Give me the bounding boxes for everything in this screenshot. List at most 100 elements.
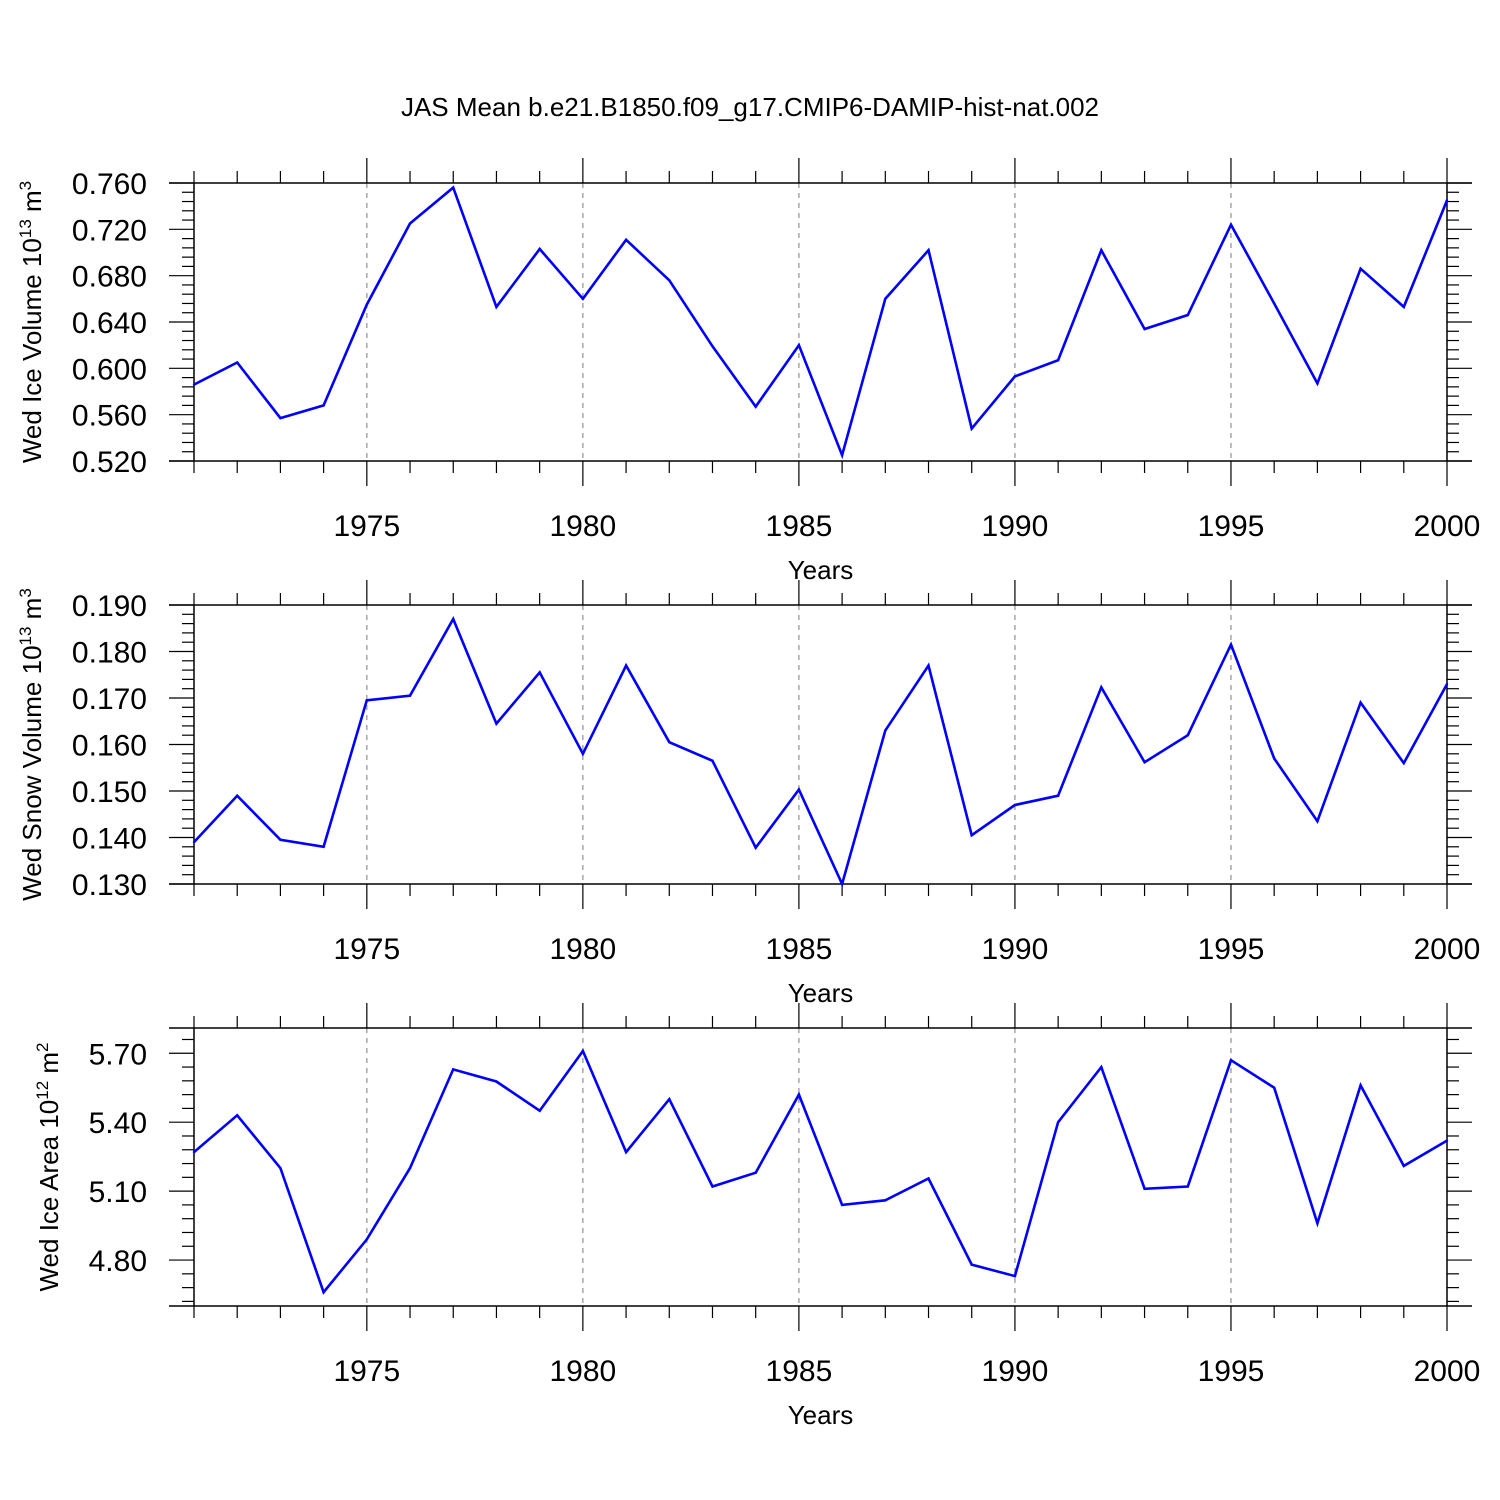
data-point <box>1056 794 1060 797</box>
data-point <box>754 846 757 849</box>
data-point <box>495 722 498 725</box>
x-tick-label: 1995 <box>1198 933 1265 966</box>
x-tick-label: 1985 <box>766 510 833 543</box>
data-point <box>1013 375 1017 378</box>
y-axis-title: Wed Ice Area 1012 m2 <box>33 1042 64 1291</box>
series-line <box>193 616 1449 888</box>
x-tick-label: 1990 <box>982 1355 1049 1388</box>
y-tick-label: 0.600 <box>72 353 147 386</box>
y-tick-label: 0.560 <box>72 400 147 433</box>
data-point <box>322 404 325 407</box>
y-tick-label: 4.80 <box>89 1245 147 1278</box>
data-point <box>322 845 325 848</box>
data-point <box>1186 734 1189 737</box>
data-point <box>581 297 585 301</box>
data-point <box>970 833 973 837</box>
data-point <box>1359 701 1362 704</box>
data-point <box>408 1166 412 1170</box>
y-tick-label: 5.10 <box>89 1176 147 1209</box>
data-point <box>1272 1086 1276 1089</box>
data-point <box>1013 803 1017 807</box>
data-point <box>365 1238 369 1241</box>
x-tick-label: 2000 <box>1414 1355 1481 1388</box>
x-axis-title: Years <box>788 1400 854 1430</box>
y-tick-label: 0.130 <box>72 869 147 902</box>
data-point <box>1445 682 1449 686</box>
x-tick-label: 1990 <box>982 510 1049 543</box>
data-point <box>927 664 930 667</box>
data-point <box>1359 1084 1362 1087</box>
data-point <box>581 1049 585 1053</box>
x-tick-label: 1985 <box>766 933 833 966</box>
y-axis-title: Wed Snow Volume 1013 m3 <box>16 588 47 901</box>
data-point <box>1229 223 1233 226</box>
data-point <box>236 1114 239 1117</box>
data-point <box>452 617 455 621</box>
data-point <box>538 247 541 251</box>
data-point <box>538 1109 541 1112</box>
data-point <box>840 882 844 886</box>
x-tick-label: 1975 <box>333 1355 400 1388</box>
x-axis-title: Years <box>788 555 854 585</box>
data-point <box>754 1171 757 1174</box>
data-point <box>668 740 671 744</box>
data-point <box>495 305 498 309</box>
data-point <box>1316 382 1319 385</box>
y-tick-label: 5.70 <box>89 1038 147 1071</box>
data-point <box>1316 820 1319 823</box>
data-point <box>1402 305 1405 309</box>
chart-panel-3: 1975 1980 1985 1990 1995 2000 4.80 5.10 5.40 5.70… <box>33 1003 1480 1430</box>
data-point <box>365 699 369 702</box>
data-point <box>668 279 671 282</box>
y-tick-label: 0.180 <box>72 637 147 670</box>
x-tick-label: 1995 <box>1198 1355 1265 1388</box>
data-point <box>970 1263 973 1266</box>
data-point <box>192 840 196 844</box>
y-tick-label: 5.40 <box>89 1107 147 1140</box>
data-point <box>927 248 930 252</box>
data-point <box>884 297 887 301</box>
data-point <box>495 1080 498 1083</box>
data-point <box>1143 1187 1146 1191</box>
data-point <box>1100 686 1103 689</box>
data-point <box>408 694 412 697</box>
data-point <box>1143 327 1146 331</box>
data-point <box>711 345 714 348</box>
data-point <box>797 788 801 791</box>
y-tick-label: 0.640 <box>72 307 147 340</box>
data-point <box>452 186 455 189</box>
data-point <box>840 1203 844 1207</box>
data-point <box>797 343 801 347</box>
y-tick-label: 0.140 <box>72 823 147 856</box>
data-point <box>279 838 282 842</box>
data-point <box>624 664 628 667</box>
data-point <box>1402 1164 1405 1168</box>
data-point <box>1100 1065 1103 1069</box>
data-point <box>754 405 757 408</box>
data-point <box>452 1068 455 1071</box>
data-point <box>1272 757 1276 760</box>
data-point <box>1013 1274 1017 1278</box>
data-point <box>797 1093 801 1096</box>
data-point <box>1186 1185 1189 1188</box>
x-tick-label: 1985 <box>766 1355 833 1388</box>
y-tick-label: 0.680 <box>72 261 147 294</box>
data-point <box>624 238 628 241</box>
data-point <box>1272 302 1276 305</box>
y-tick-label: 0.720 <box>72 214 147 247</box>
data-point <box>1445 1139 1449 1142</box>
y-tick-label: 0.520 <box>72 446 147 479</box>
data-point <box>1229 643 1233 646</box>
chart-panel-1: 1975 1980 1985 1990 1995 2000 0.520 0.560 0.600 0… <box>16 158 1480 585</box>
data-point <box>279 416 282 420</box>
y-tick-label: 0.760 <box>72 168 147 201</box>
data-point <box>236 361 239 364</box>
x-tick-label: 2000 <box>1414 933 1481 966</box>
data-point <box>1186 313 1189 317</box>
data-point <box>1056 359 1060 362</box>
data-point <box>624 1150 628 1154</box>
data-point <box>1359 267 1362 270</box>
data-point <box>279 1166 282 1170</box>
data-point <box>884 1199 887 1202</box>
